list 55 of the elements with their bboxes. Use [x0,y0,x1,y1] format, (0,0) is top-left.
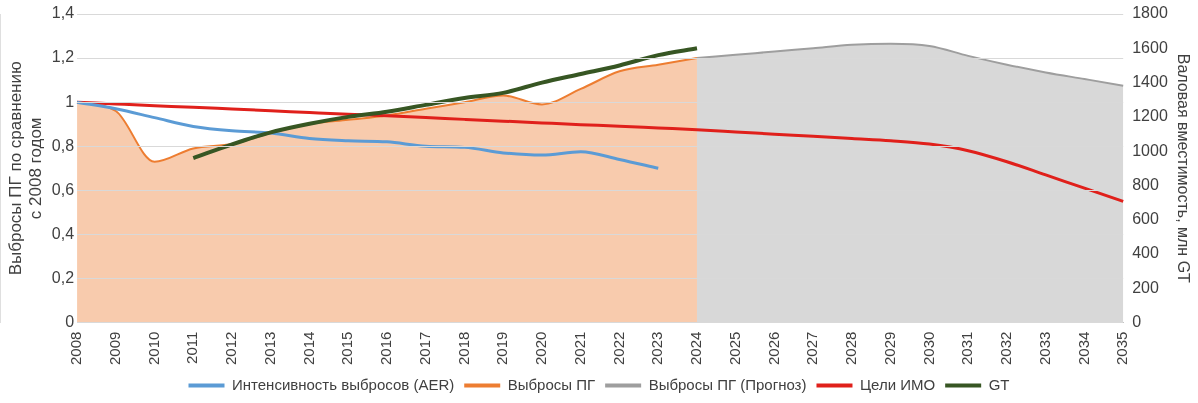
x-tick-label: 2018 [454,331,472,366]
y2-tick-label: 1800 [1132,4,1168,22]
y-tick-label: 1,2 [51,48,75,66]
x-tick-label: 2010 [144,331,162,366]
line-series [191,46,699,161]
x-tick-label: 2009 [105,331,123,366]
y2-tick-label: 0 [1132,313,1142,331]
x-tick-label: 2027 [803,331,821,366]
x-tick-label: 2021 [570,331,588,366]
y-tick-label: 0,4 [51,224,75,242]
x-tick-label: 2025 [725,331,743,366]
x-tick-label: 2030 [919,331,937,366]
x-tick-label: 2014 [299,331,317,366]
x-tick-label: 2017 [415,331,433,366]
x-tick-label: 2026 [764,331,782,366]
y2-tick-label: 200 [1132,278,1159,296]
x-tick-label: 2015 [338,331,356,366]
x-tick-label: 2035 [1113,331,1131,366]
x-tick-label: 2034 [1074,331,1092,366]
x-tick-label: 2013 [260,331,278,366]
y-tick-label: 0,8 [51,136,75,154]
x-tick-label: 2019 [493,331,511,366]
y2-tick-label: 1000 [1132,141,1168,159]
y-axis-title: Выбросы ПГ по сравнению с 2008 годом [5,61,46,276]
legend-label: Выбросы ПГ (Прогноз) [648,375,807,393]
y-tick-label: 0,2 [51,268,75,286]
y2-axis-title: Валовая вместимость, млн GT [1174,53,1192,284]
legend-label: Выбросы ПГ [507,375,596,393]
legend-label: Интенсивность выбросов (AER) [232,375,455,393]
line-series [75,100,660,170]
x-tick-label: 2029 [880,331,898,366]
x-tick-label: 2020 [532,331,550,366]
x-tick-label: 2011 [183,331,201,364]
y-tick-label: 0 [65,313,75,331]
y2-tick-label: 400 [1132,244,1159,262]
y2-tick-label: 600 [1132,210,1159,228]
x-tick-label: 2008 [67,331,85,366]
x-tick-label: 2031 [958,331,976,366]
legend-label: GT [988,375,1010,393]
x-tick-label: 2012 [222,331,240,366]
y-tick-label: 0,6 [51,180,75,198]
y-tick-label: 1 [65,92,75,110]
y2-tick-label: 1200 [1132,107,1168,125]
y2-tick-label: 800 [1132,175,1159,193]
y2-tick-label: 1400 [1132,72,1168,90]
legend-label: Цели ИМО [859,375,936,393]
x-tick-label: 2028 [842,331,860,366]
x-tick-label: 2016 [377,331,395,366]
x-tick-label: 2022 [609,331,627,366]
y2-tick-label: 1600 [1132,38,1168,56]
x-tick-label: 2033 [1035,331,1053,366]
x-tick-label: 2032 [997,331,1015,366]
y-tick-label: 1,4 [51,4,75,22]
x-tick-label: 2024 [687,331,705,366]
x-tick-label: 2023 [648,331,666,366]
